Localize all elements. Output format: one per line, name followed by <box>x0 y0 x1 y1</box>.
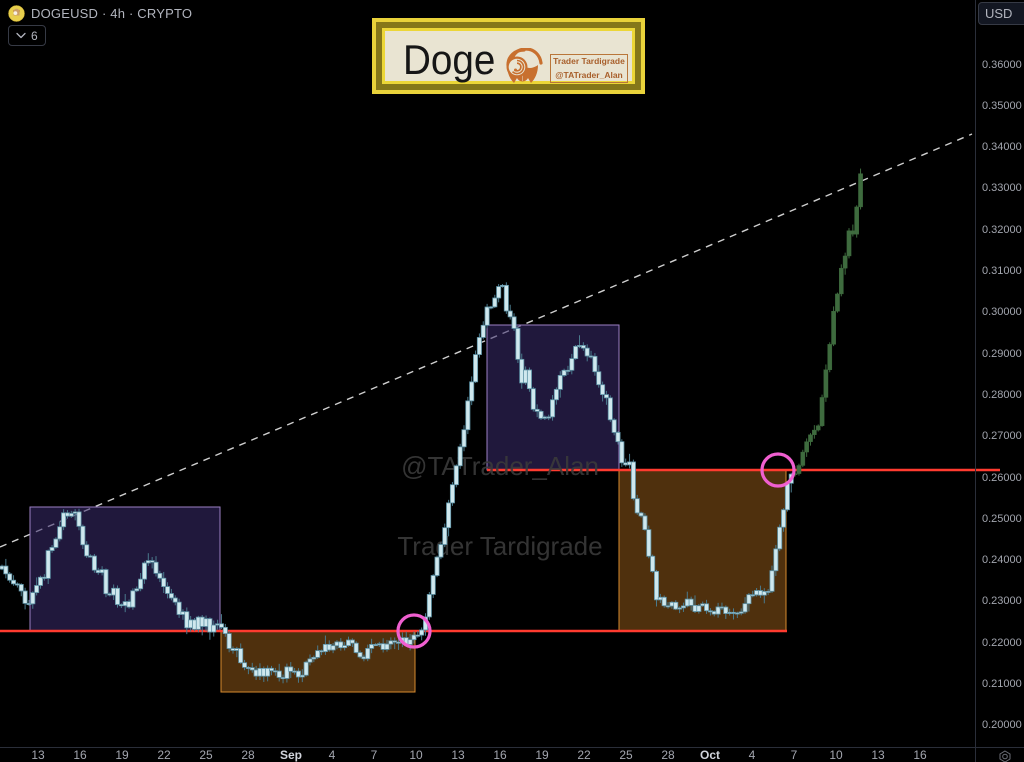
svg-text:@TATrader_Alan: @TATrader_Alan <box>401 451 599 481</box>
svg-text:Trader Tardigrade: Trader Tardigrade <box>397 531 602 561</box>
